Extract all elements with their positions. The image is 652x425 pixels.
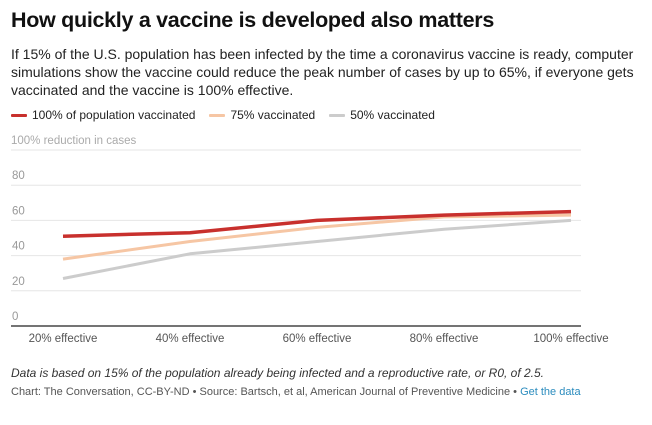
chart-title: How quickly a vaccine is developed also … [11,8,494,32]
legend-item-75-percent: 75% vaccinated [209,108,315,122]
series-line-2 [62,218,572,280]
x-tick-label: 60% effective [283,333,352,345]
legend-label: 50% vaccinated [350,108,435,122]
legend-swatch [329,113,346,117]
source-line: Chart: The Conversation, CC-BY-ND • Sour… [11,386,581,398]
separator: • [510,386,521,398]
credit-text: Chart: The Conversation, CC-BY-ND [11,386,190,398]
legend-swatch [209,113,226,117]
legend: 100% of population vaccinated 75% vaccin… [11,108,449,122]
legend-label: 100% of population vaccinated [32,108,196,122]
y-axis-label: 100% reduction in cases [11,135,137,147]
legend-item-50-percent: 50% vaccinated [329,108,435,122]
line-chart: 100% reduction in cases 0 20 40 60 80 20% effe… [11,135,609,345]
y-tick-label: 0 [12,311,18,323]
legend-swatch [11,113,27,117]
x-tick-label: 40% effective [156,333,225,345]
y-tick-label: 80 [12,170,25,182]
series-line-0 [62,209,572,238]
y-tick-label: 20 [12,276,25,288]
footnote: Data is based on 15% of the population a… [11,366,545,380]
source-text: Source: Bartsch, et al, American Journal… [199,386,511,398]
x-tick-label: 100% effective [533,333,608,345]
legend-label: 75% vaccinated [230,108,316,122]
get-the-data-link[interactable]: Get the data [520,386,581,398]
x-tick-label: 80% effective [410,333,479,345]
series-line-1 [62,213,572,261]
legend-item-100-percent: 100% of population vaccinated [11,108,195,122]
y-tick-label: 60 [12,205,25,217]
y-tick-label: 40 [12,241,25,253]
chart-subtitle: If 15% of the U.S. population has been i… [11,46,634,98]
separator: • [189,386,200,398]
x-tick-label: 20% effective [29,333,98,345]
